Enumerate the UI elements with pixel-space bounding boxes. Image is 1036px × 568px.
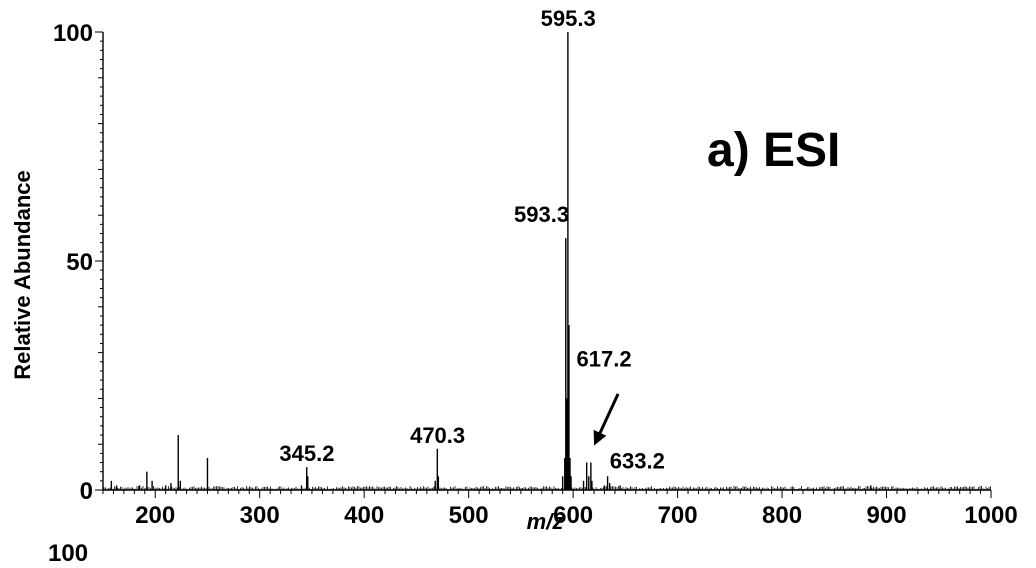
x-tick-label: 200	[135, 502, 175, 529]
x-axis-ticks: 200 300 400 500 600 700 800 900 1000	[102, 490, 1018, 529]
x-tick-label: 500	[449, 502, 489, 529]
y-axis-label: Relative Abundance	[10, 170, 35, 379]
peak-label: 633.2	[610, 448, 665, 473]
annotation-arrow-head	[593, 429, 607, 446]
panel-label: a) ESI	[707, 124, 840, 177]
peak-label: 593.3	[514, 202, 569, 227]
x-tick-label: 800	[762, 502, 802, 529]
peak-label: 470.3	[410, 423, 465, 448]
y-tick-label: 100	[53, 20, 93, 47]
peak-label: 345.2	[279, 441, 334, 466]
peak-series	[110, 32, 872, 490]
x-axis-label: m/z	[527, 509, 564, 534]
x-tick-label: 700	[658, 502, 698, 529]
x-tick-label: 300	[240, 502, 280, 529]
x-tick-label: 600	[553, 502, 593, 529]
y-tick-label: 0	[80, 478, 93, 505]
y-axis-ticks: 0 50 100	[53, 20, 103, 505]
x-tick-label: 900	[867, 502, 907, 529]
peak-label: 617.2	[577, 346, 632, 371]
y-tick-label: 50	[66, 249, 93, 276]
x-tick-label: 1000	[964, 502, 1017, 529]
mass-spectrum-chart: 200 300 400 500 600 700 800 900 1000 0 50 100 595.…	[10, 6, 1018, 534]
peak-annotations: 595.3 593.3 617.2 633.2 470.3 345.2	[279, 6, 664, 473]
next-panel-fragment: 100	[48, 540, 89, 567]
x-tick-label: 400	[344, 502, 384, 529]
peak-label: 595.3	[541, 6, 596, 31]
axes	[102, 32, 991, 491]
